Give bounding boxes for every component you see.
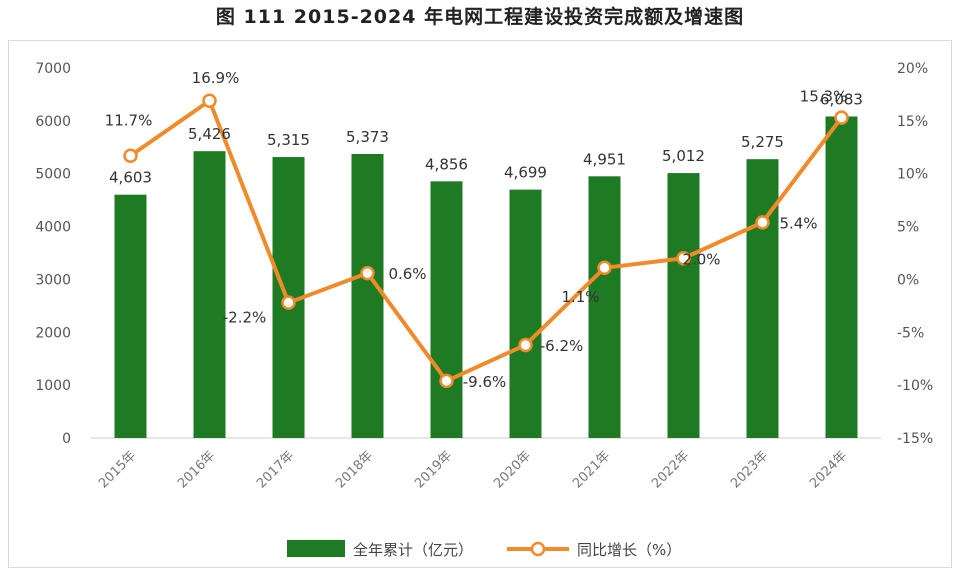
line-point [755,215,770,230]
bar-value-label: 5,012 [662,147,705,165]
y-tick-left: 5000 [35,167,71,183]
bar [588,176,621,438]
line-point [834,110,849,125]
y-tick-right: 0% [897,272,919,288]
line-value-label: 11.7% [105,112,153,130]
growth-line [129,98,844,383]
legend-label-bars: 全年累计（亿元） [353,541,473,559]
legend-label-line: 同比增长（%） [577,541,681,559]
y-tick-right: -10% [897,378,933,394]
line-point [202,93,217,109]
bar-series [114,116,858,439]
bar-value-label: 5,426 [188,125,231,143]
bar [193,151,226,438]
bar-value-label: 4,951 [583,150,626,168]
x-tick-label: 2017年 [254,448,297,491]
line-series [123,93,849,389]
y-tick-right: 15% [897,114,928,130]
bar [351,153,384,438]
line-value-label: 1.1% [561,288,599,306]
x-tick-label: 2015年 [96,448,139,491]
line-point [518,337,533,353]
x-tick-label: 2024年 [807,448,850,491]
line-value-label: 16.9% [192,69,240,87]
y-tick-right: -5% [897,325,924,341]
chart-frame: 0 1000 2000 3000 4000 5000 6000 7000 -15% -10% -5%… [8,40,952,568]
line-point [676,251,691,266]
line-point [281,295,296,310]
x-tick-label: 2023年 [728,448,771,491]
y-tick-right: -15% [897,431,933,447]
line-point [439,373,454,389]
y-tick-left: 6000 [35,114,71,130]
figure-title: 图 111 2015-2024 年电网工程建设投资完成额及增速图 [215,6,745,28]
y-tick-left: 4000 [35,220,71,236]
bar-value-label: 6,083 [820,90,863,108]
line-value-label: 2.0% [682,250,720,268]
y-tick-right: 5% [897,220,919,236]
bar [825,116,858,438]
bar [430,181,463,438]
y-tick-left: 1000 [35,378,71,394]
x-tick-label: 2016年 [175,448,218,491]
bar-value-label: 5,373 [346,128,389,146]
bar [509,189,542,438]
y-tick-left: 0 [62,431,71,447]
y-tick-left: 3000 [35,272,71,288]
legend: 全年累计（亿元） 同比增长（%） [287,540,681,559]
line-value-label: 5.4% [779,214,817,232]
bar-value-label: 4,699 [504,164,547,182]
y-tick-right: 10% [897,167,928,183]
x-tick-label: 2019年 [412,448,455,491]
line-value-label: -9.6% [463,373,507,391]
line-value-label: 0.6% [388,265,426,283]
y-tick-left: 7000 [35,61,71,77]
x-tick-label: 2021年 [570,448,613,491]
legend-swatch-bars [287,540,345,557]
bar-value-label: 4,603 [109,169,152,187]
line-point [597,260,612,276]
chart-axes: 0 1000 2000 3000 4000 5000 6000 7000 -15% -10% -5%… [35,61,933,491]
line-value-label: -2.2% [223,309,267,327]
y-tick-left: 2000 [35,325,71,341]
legend-marker-line [530,541,546,557]
bar-value-label: 4,856 [425,155,468,173]
line-value-label: -6.2% [540,337,584,355]
bar [667,173,700,438]
line-value-label: 15.3% [800,88,848,106]
line-point [123,148,138,163]
bar-value-label: 5,275 [741,133,784,151]
line-point [360,265,375,281]
combo-chart: 0 1000 2000 3000 4000 5000 6000 7000 -15% -10% -5%… [35,61,933,559]
y-tick-right: 20% [897,61,928,77]
bar [114,194,147,438]
data-labels: 4,603 5,426 5,315 5,373 4,856 4,699 4,951 5,012… [105,69,863,391]
x-tick-label: 2022年 [649,448,692,491]
bar-value-label: 5,315 [267,131,310,149]
x-tick-label: 2020年 [491,448,534,491]
bar [746,159,779,438]
x-tick-label: 2018年 [333,448,376,491]
